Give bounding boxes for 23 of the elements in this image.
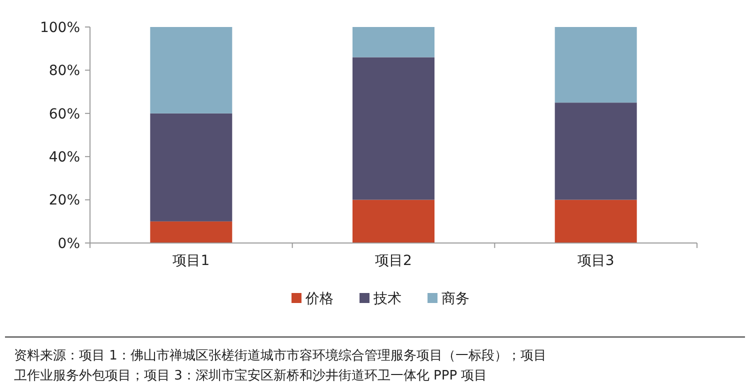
- x-tick-label: 项目2: [375, 253, 412, 269]
- bar: [150, 221, 232, 243]
- bar: [554, 200, 637, 243]
- x-tick-label: 项目3: [577, 253, 614, 269]
- y-tick-label: 100%: [40, 20, 80, 36]
- x-tick-label: 项目1: [172, 253, 210, 269]
- text: 卫作业服务外包项目；项目 3：深圳市宝安区新桥和沙井街道环卫一体化 PPP 项目: [14, 368, 488, 384]
- bar: [554, 27, 637, 103]
- y-tick-label: 60%: [48, 106, 80, 122]
- legend-label: 价格: [304, 290, 334, 307]
- text: 资料来源：项目 1：佛山市禅城区张槎街道城市市容环境综合管理服务项目（一标段）；项目: [14, 348, 546, 364]
- bar: [352, 200, 434, 243]
- y-tick-label: 20%: [48, 192, 80, 209]
- bar: [352, 27, 434, 58]
- legend-label: 技术: [372, 290, 402, 307]
- bar: [554, 102, 637, 200]
- y-tick-label: 80%: [48, 63, 80, 80]
- bar: [150, 27, 232, 114]
- bar: [352, 57, 434, 200]
- y-tick-label: 0%: [58, 236, 80, 252]
- y-tick-label: 40%: [48, 150, 80, 166]
- bar: [150, 113, 232, 222]
- legend-label: 商务: [442, 290, 470, 307]
